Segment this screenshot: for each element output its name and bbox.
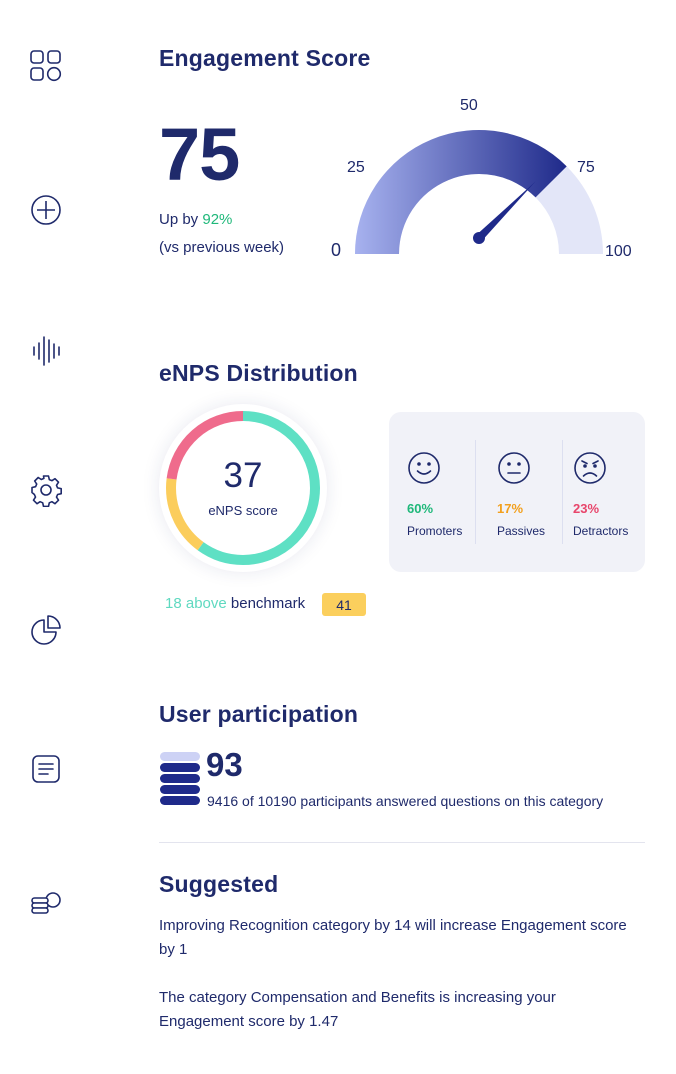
- participation-detail: 9416 of 10190 participants answered ques…: [207, 793, 604, 809]
- enps-title: eNPS Distribution: [159, 360, 358, 386]
- suggested-title: Suggested: [159, 871, 279, 897]
- settings-gear-icon[interactable]: [28, 472, 64, 508]
- dashboard-grid-icon[interactable]: [28, 48, 64, 84]
- suggestion-item: Improving Recognition category by 14 wil…: [159, 917, 627, 958]
- enps-score: 37: [223, 456, 263, 495]
- comparison-period: (vs previous week): [159, 239, 285, 256]
- up-prefix: Up by: [159, 211, 203, 228]
- benchmark-text: 18 above benchmark: [165, 595, 305, 612]
- benchmark-suffix: benchmark: [226, 595, 306, 612]
- pie-chart-icon[interactable]: [28, 612, 64, 648]
- engagement-change: Up by 92%: [159, 211, 232, 228]
- promoters-column: 60% Promoters: [407, 412, 477, 572]
- detractors-pct: 23%: [573, 501, 600, 516]
- participation-score: 93: [206, 746, 243, 783]
- benchmark-badge: 41: [322, 593, 366, 616]
- enps-donut: [159, 404, 327, 572]
- gauge-label-50: 50: [460, 97, 478, 114]
- benchmark-diff: 18 above: [165, 595, 227, 612]
- participation-stack-icon: [160, 752, 200, 805]
- donut-segment-passives: [166, 411, 320, 565]
- gauge-label-25: 25: [347, 159, 365, 176]
- donut-segment-detractors: [166, 411, 320, 565]
- suggestion-item: The category Compensation and Benefits i…: [159, 989, 556, 1030]
- gauge-label-75: 75: [577, 159, 595, 176]
- detractors-column: 23% Detractors: [573, 412, 645, 572]
- engagement-title: Engagement Score: [159, 45, 371, 71]
- enps-score-label: eNPS score: [208, 503, 278, 518]
- promoters-label: Promoters: [407, 524, 463, 538]
- enps-donut-chart: [166, 411, 320, 565]
- gauge-label-0: 0: [331, 240, 341, 260]
- panel-divider: [475, 440, 476, 544]
- engagement-gauge: 0 25 50 75 100: [331, 97, 632, 260]
- add-circle-icon[interactable]: [28, 192, 64, 228]
- gauge-fill: [355, 130, 567, 254]
- passives-column: 17% Passives: [497, 412, 557, 572]
- sad-face-icon: [574, 452, 606, 484]
- sound-bars-icon[interactable]: [28, 333, 64, 369]
- panel-divider: [562, 440, 563, 544]
- engagement-score: 75: [159, 113, 240, 196]
- coins-icon[interactable]: [28, 885, 64, 921]
- gauge-label-100: 100: [605, 243, 632, 260]
- up-percent: 92%: [202, 211, 233, 228]
- document-list-icon[interactable]: [28, 751, 64, 787]
- enps-breakdown-panel: 60% Promoters 17% Passives 23% Detractor…: [389, 412, 645, 572]
- passives-pct: 17%: [497, 501, 524, 516]
- gauge-needle: [476, 181, 536, 241]
- promoters-pct: 60%: [407, 501, 434, 516]
- passives-label: Passives: [497, 524, 546, 538]
- detractors-label: Detractors: [573, 524, 629, 538]
- gauge-pivot: [473, 232, 485, 244]
- smile-face-icon: [408, 452, 440, 484]
- neutral-face-icon: [498, 452, 530, 484]
- sidebar: [0, 0, 92, 1074]
- participation-title: User participation: [159, 701, 359, 727]
- section-divider: [159, 842, 645, 843]
